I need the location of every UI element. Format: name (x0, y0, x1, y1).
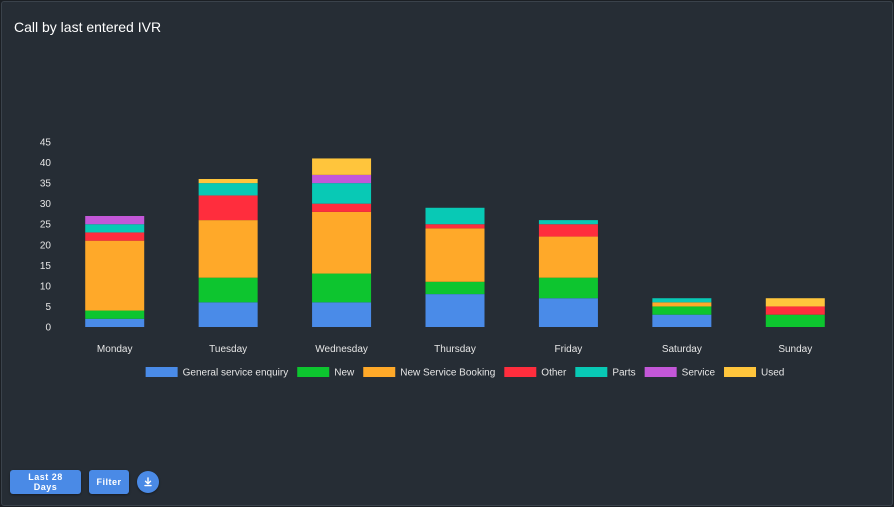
last-28-days-button[interactable]: Last 28 Days (10, 470, 81, 494)
x-tick-label: Wednesday (315, 344, 368, 355)
legend-label: Used (761, 368, 784, 379)
legend-label: Service (682, 368, 716, 379)
y-tick-label: 35 (40, 179, 52, 190)
bar-area (85, 158, 825, 327)
bar-segment[interactable] (652, 298, 712, 303)
legend-swatch (297, 367, 330, 377)
y-tick-label: 10 (40, 281, 52, 292)
chart-legend: General service enquiry New New Service Bo… (145, 367, 784, 379)
y-tick-label: 25 (40, 220, 52, 231)
bar-segment[interactable] (85, 318, 145, 327)
bar-segment[interactable] (85, 224, 145, 233)
legend-swatch (724, 367, 757, 377)
bar-segment[interactable] (425, 294, 485, 327)
bar-segment[interactable] (652, 306, 712, 315)
bar-segment[interactable] (198, 220, 258, 278)
bar-segment[interactable] (425, 207, 485, 225)
legend-item[interactable]: General service enquiry (145, 367, 289, 379)
legend-swatch (575, 367, 608, 377)
bar-segment[interactable] (538, 220, 598, 225)
bar-segment[interactable] (198, 195, 258, 221)
bar-segment[interactable] (312, 273, 372, 303)
y-tick-label: 45 (40, 138, 52, 149)
bar-segment[interactable] (198, 183, 258, 196)
bar-segment[interactable] (198, 277, 258, 303)
y-tick-label: 0 (45, 323, 51, 334)
panel-title: Call by last entered IVR (14, 19, 162, 35)
bar-segment[interactable] (85, 240, 145, 311)
bar-segment[interactable] (312, 174, 372, 184)
bar-segment[interactable] (85, 216, 145, 225)
bar-segment[interactable] (85, 232, 145, 241)
bar-segment[interactable] (312, 203, 372, 212)
y-tick-label: 30 (40, 199, 52, 210)
bar-segment[interactable] (425, 281, 485, 295)
bar-segment[interactable] (198, 302, 258, 327)
bar-segment[interactable] (652, 314, 712, 327)
x-tick-label: Monday (97, 344, 133, 355)
bar-segment[interactable] (312, 211, 372, 274)
download-button[interactable] (137, 471, 159, 493)
bar-segment[interactable] (765, 298, 825, 307)
legend-label: Other (541, 368, 567, 379)
bar-segment[interactable] (765, 314, 825, 327)
legend-swatch (363, 367, 396, 377)
x-tick-label: Thursday (434, 344, 476, 355)
x-tick-label: Friday (555, 344, 583, 355)
legend-label: Parts (612, 368, 635, 379)
bar-segment[interactable] (765, 306, 825, 315)
bar-segment[interactable] (538, 277, 598, 299)
bar-segment[interactable] (312, 158, 372, 175)
y-tick-label: 40 (40, 158, 52, 169)
x-axis: Monday Tuesday Wednesday Thursday Friday Satu… (97, 344, 812, 355)
bar-segment[interactable] (85, 310, 145, 319)
legend-item[interactable]: New (297, 367, 355, 379)
x-tick-label: Saturday (662, 344, 702, 355)
legend-item[interactable]: Used (724, 367, 784, 379)
bar-segment[interactable] (538, 298, 598, 327)
y-tick-label: 15 (40, 261, 52, 272)
bar-segment[interactable] (652, 302, 712, 307)
filter-button[interactable]: Filter (89, 470, 129, 494)
bar-segment[interactable] (198, 179, 258, 184)
bar-segment[interactable] (312, 302, 372, 327)
legend-label: New Service Booking (400, 368, 495, 379)
legend-item[interactable]: Service (644, 367, 716, 379)
bar-segment[interactable] (425, 224, 485, 229)
download-icon (144, 477, 152, 487)
bar-segment[interactable] (538, 236, 598, 278)
legend-item[interactable]: Parts (575, 367, 636, 379)
legend-label: New (334, 368, 355, 379)
bar-segment[interactable] (538, 224, 598, 237)
legend-swatch (644, 367, 677, 377)
y-axis: 0 5 10 15 20 25 30 35 40 45 (40, 138, 52, 334)
y-tick-label: 5 (45, 302, 51, 313)
legend-swatch (504, 367, 537, 377)
legend-label: General service enquiry (183, 368, 289, 379)
bar-segment[interactable] (425, 228, 485, 282)
x-tick-label: Sunday (778, 344, 812, 355)
bar-segment[interactable] (312, 183, 372, 204)
x-tick-label: Tuesday (209, 344, 247, 355)
y-tick-label: 20 (40, 240, 52, 251)
legend-item[interactable]: New Service Booking (363, 367, 495, 379)
legend-item[interactable]: Other (504, 367, 567, 379)
legend-swatch (145, 367, 178, 377)
